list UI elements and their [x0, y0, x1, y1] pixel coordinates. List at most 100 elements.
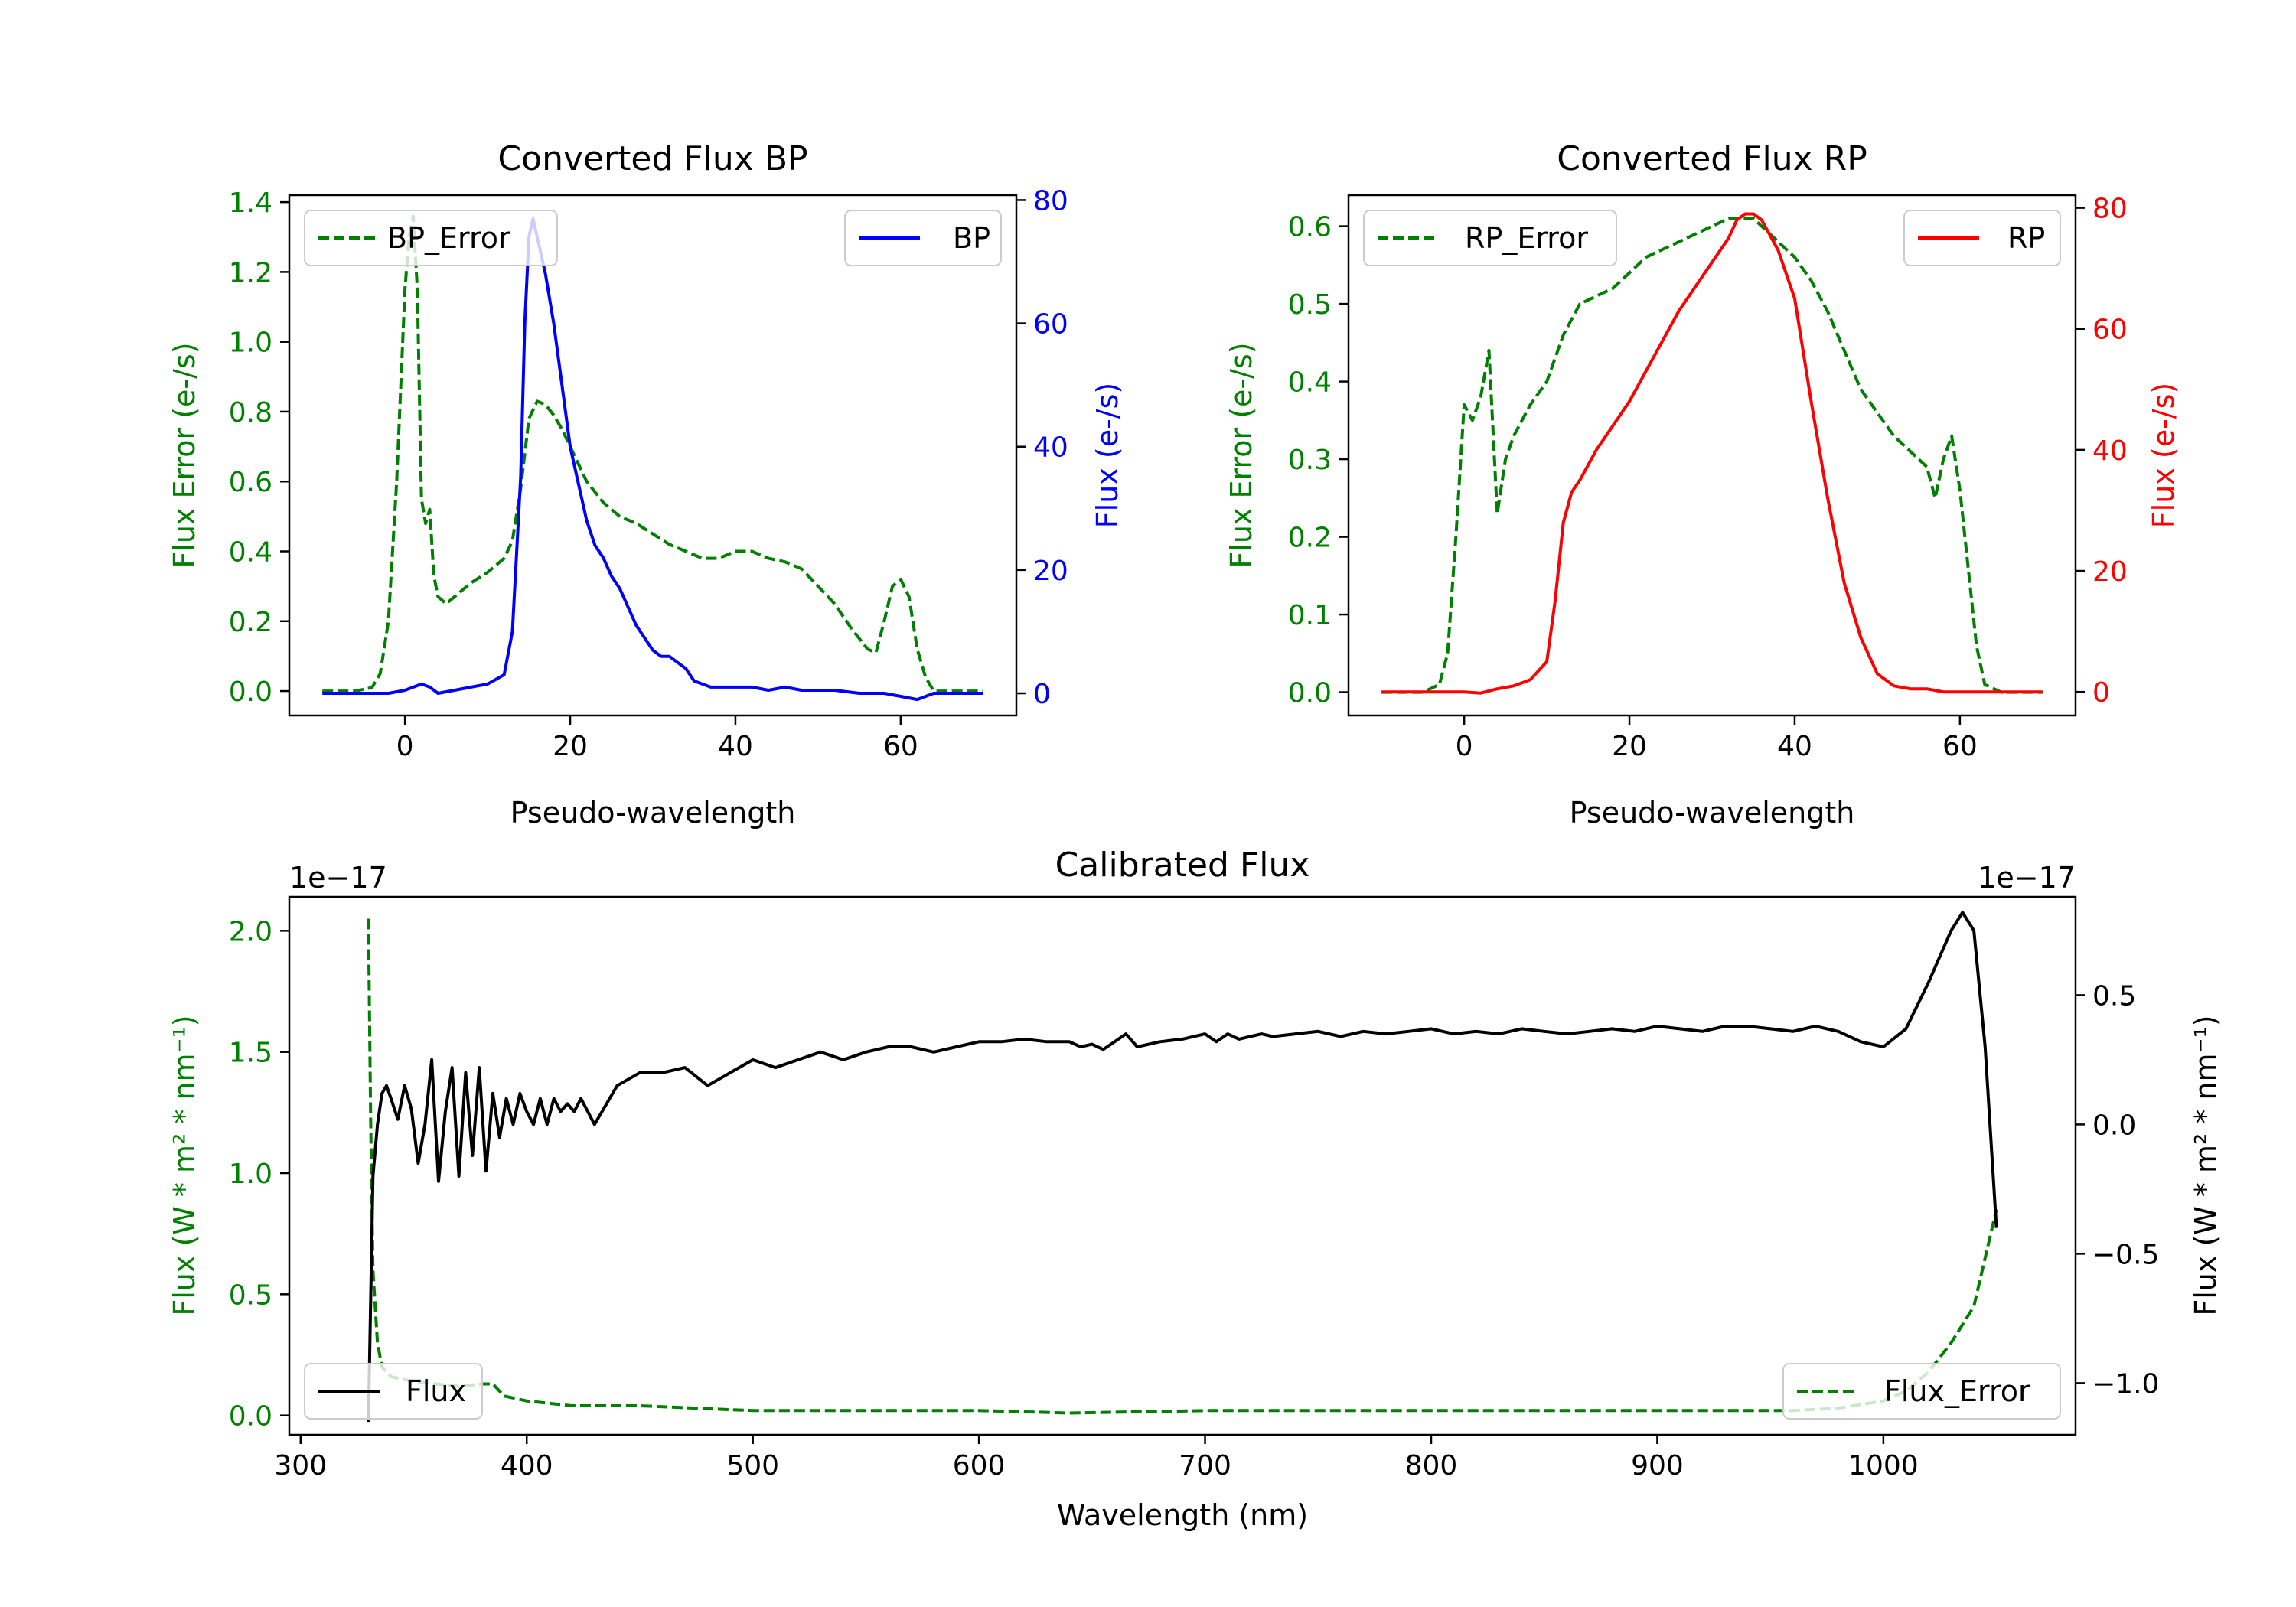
cal-ylabel-left: Flux (W * m² * nm⁻¹) [168, 1015, 201, 1315]
cal-xtick-label: 300 [274, 1450, 327, 1482]
bp-series-bp-error-line [322, 214, 983, 693]
rp-xtick-label: 0 [1456, 731, 1473, 762]
cal-ytick-left-label: 0.0 [229, 1401, 272, 1433]
rp-right-axis: 0 20 40 60 80 [2076, 194, 2128, 709]
rp-xlabel: Pseudo-wavelength [1570, 796, 1855, 830]
cal-xtick-label: 800 [1405, 1450, 1458, 1482]
bp-ytick-right-label: 0 [1033, 679, 1051, 710]
bp-legend-error[interactable]: BP_Error [304, 210, 558, 266]
cal-xtick-label: 900 [1631, 1450, 1684, 1482]
cal-title: Calibrated Flux [1055, 846, 1310, 885]
rp-ytick-right-label: 40 [2092, 435, 2128, 467]
bp-left-axis: 0.0 0.2 0.4 0.6 0.8 1.0 1.2 1.4 [229, 187, 289, 708]
cal-ytick-right-label: 0.0 [2092, 1110, 2136, 1141]
bp-panel: Converted Flux BP 0 20 40 60 0.00.20.40.60.… [168, 139, 1124, 830]
cal-ytick-left-label: 1.5 [229, 1038, 272, 1069]
rp-ytick-left-label: 0.5 [1288, 289, 1332, 321]
bp-xtick-label: 40 [718, 731, 753, 762]
bp-title: Converted Flux BP [497, 139, 807, 178]
rp-x-axis: 0 20 40 60 [1456, 715, 1978, 762]
rp-ytick-left-label: 0.4 [1288, 367, 1332, 399]
rp-series-rp-line [1381, 212, 2043, 695]
rp-ylabel-right: Flux (e-/s) [2147, 383, 2180, 528]
bp-ytick-left-label: 1.2 [229, 257, 272, 288]
rp-ytick-left-label: 0.6 [1288, 212, 1332, 243]
cal-left-axis: 0.0 0.5 1.0 1.5 2.0 [229, 916, 289, 1433]
bp-ytick-right-label: 80 [1033, 185, 1068, 217]
bp-axes-frame [288, 194, 1018, 717]
cal-ytick-left-label: 2.0 [229, 916, 272, 947]
cal-right-axis: −1.0 −0.5 0.0 0.5 [2076, 980, 2159, 1400]
bp-ytick-left-label: 1.0 [229, 328, 272, 359]
rp-xtick-label: 60 [1942, 731, 1978, 762]
cal-legend-flux-label: Flux [406, 1374, 466, 1408]
bp-xtick-label: 0 [396, 731, 414, 762]
bp-series-bp-line [322, 217, 983, 702]
rp-ytick-right-label: 20 [2092, 556, 2128, 588]
rp-title: Converted Flux RP [1557, 139, 1867, 178]
bp-ytick-right-label: 40 [1033, 432, 1068, 464]
rp-ytick-right-label: 80 [2092, 194, 2128, 225]
cal-ytick-left-label: 0.5 [229, 1279, 272, 1311]
bp-legend-flux[interactable]: BP [844, 210, 1002, 266]
rp-xtick-label: 20 [1612, 731, 1647, 762]
cal-xtick-label: 400 [501, 1450, 553, 1482]
cal-legend-flux[interactable]: Flux [304, 1363, 483, 1420]
bp-ytick-left-label: 1.4 [229, 187, 272, 219]
rp-legend-error-label: RP_Error [1465, 221, 1588, 255]
rp-left-axis: 0.0 0.1 0.2 0.3 0.4 0.5 0.6 [1288, 212, 1349, 709]
cal-axes-frame [288, 895, 2077, 1436]
cal-xtick-label: 1000 [1848, 1450, 1919, 1482]
rp-xtick-label: 40 [1777, 731, 1812, 762]
rp-ylabel-left: Flux Error (e-/s) [1225, 342, 1258, 568]
rp-legend-flux[interactable]: RP [1903, 210, 2061, 266]
cal-legend-error-label: Flux_Error [1884, 1374, 2030, 1408]
bp-ytick-left-label: 0.4 [229, 537, 272, 569]
rp-series-rp-error-line [1381, 217, 2043, 694]
rp-legend-error[interactable]: RP_Error [1363, 210, 1617, 266]
calibrated-panel: Calibrated Flux 1e−17 1e−17 300 400 500 600… [168, 846, 2223, 1532]
bp-ytick-left-label: 0.2 [229, 607, 272, 638]
rp-ytick-right-label: 60 [2092, 315, 2128, 346]
cal-x-axis: 300 400 500 600 700 800 900 1000 [274, 1435, 1919, 1482]
rp-ytick-left-label: 0.1 [1288, 600, 1332, 631]
cal-xtick-label: 700 [1179, 1450, 1231, 1482]
bp-legend-error-label: BP_Error [387, 221, 510, 255]
bp-right-axis: 0 20 40 60 80 [1016, 185, 1068, 710]
rp-ytick-left-label: 0.0 [1288, 678, 1332, 709]
cal-xlabel: Wavelength (nm) [1057, 1498, 1308, 1532]
bp-xtick-label: 20 [553, 731, 588, 762]
rp-ytick-left-label: 0.3 [1288, 445, 1332, 476]
bp-plot-area [322, 214, 983, 702]
bp-ylabel-left: Flux Error (e-/s) [168, 342, 201, 568]
rp-panel: Converted Flux RP 0 20 40 60 0.00.10.20.30.… [1225, 139, 2180, 830]
cal-legend-error[interactable]: Flux_Error [1782, 1363, 2061, 1420]
cal-ytick-left-label: 1.0 [229, 1159, 272, 1190]
bp-legend-flux-label: BP [953, 221, 990, 255]
cal-xtick-label: 500 [726, 1450, 779, 1482]
bp-ytick-right-label: 20 [1033, 556, 1068, 587]
bp-ytick-left-label: 0.8 [229, 397, 272, 429]
rp-plot-area [1381, 212, 2043, 695]
cal-ytick-right-label: −1.0 [2092, 1368, 2159, 1400]
bp-ytick-left-label: 0.0 [229, 676, 272, 708]
rp-ytick-left-label: 0.2 [1288, 523, 1332, 554]
bp-xtick-label: 60 [883, 731, 918, 762]
cal-offset-right: 1e−17 [1978, 861, 2076, 895]
bp-ylabel-right: Flux (e-/s) [1091, 383, 1124, 528]
rp-legend-flux-label: RP [2007, 221, 2045, 255]
bp-x-axis: 0 20 40 60 [396, 715, 918, 762]
cal-ytick-right-label: 0.5 [2092, 980, 2136, 1012]
cal-offset-left: 1e−17 [289, 861, 387, 895]
cal-ylabel-right: Flux (W * m² * nm⁻¹) [2189, 1015, 2223, 1315]
cal-xtick-label: 600 [953, 1450, 1006, 1482]
rp-ytick-right-label: 0 [2092, 677, 2110, 709]
rp-axes-frame [1347, 194, 2077, 717]
bp-xlabel: Pseudo-wavelength [510, 796, 796, 830]
bp-ytick-left-label: 0.6 [229, 467, 272, 498]
cal-ytick-right-label: −0.5 [2092, 1239, 2159, 1270]
bp-ytick-right-label: 60 [1033, 309, 1068, 341]
cal-series-flux-line [367, 911, 1998, 1423]
